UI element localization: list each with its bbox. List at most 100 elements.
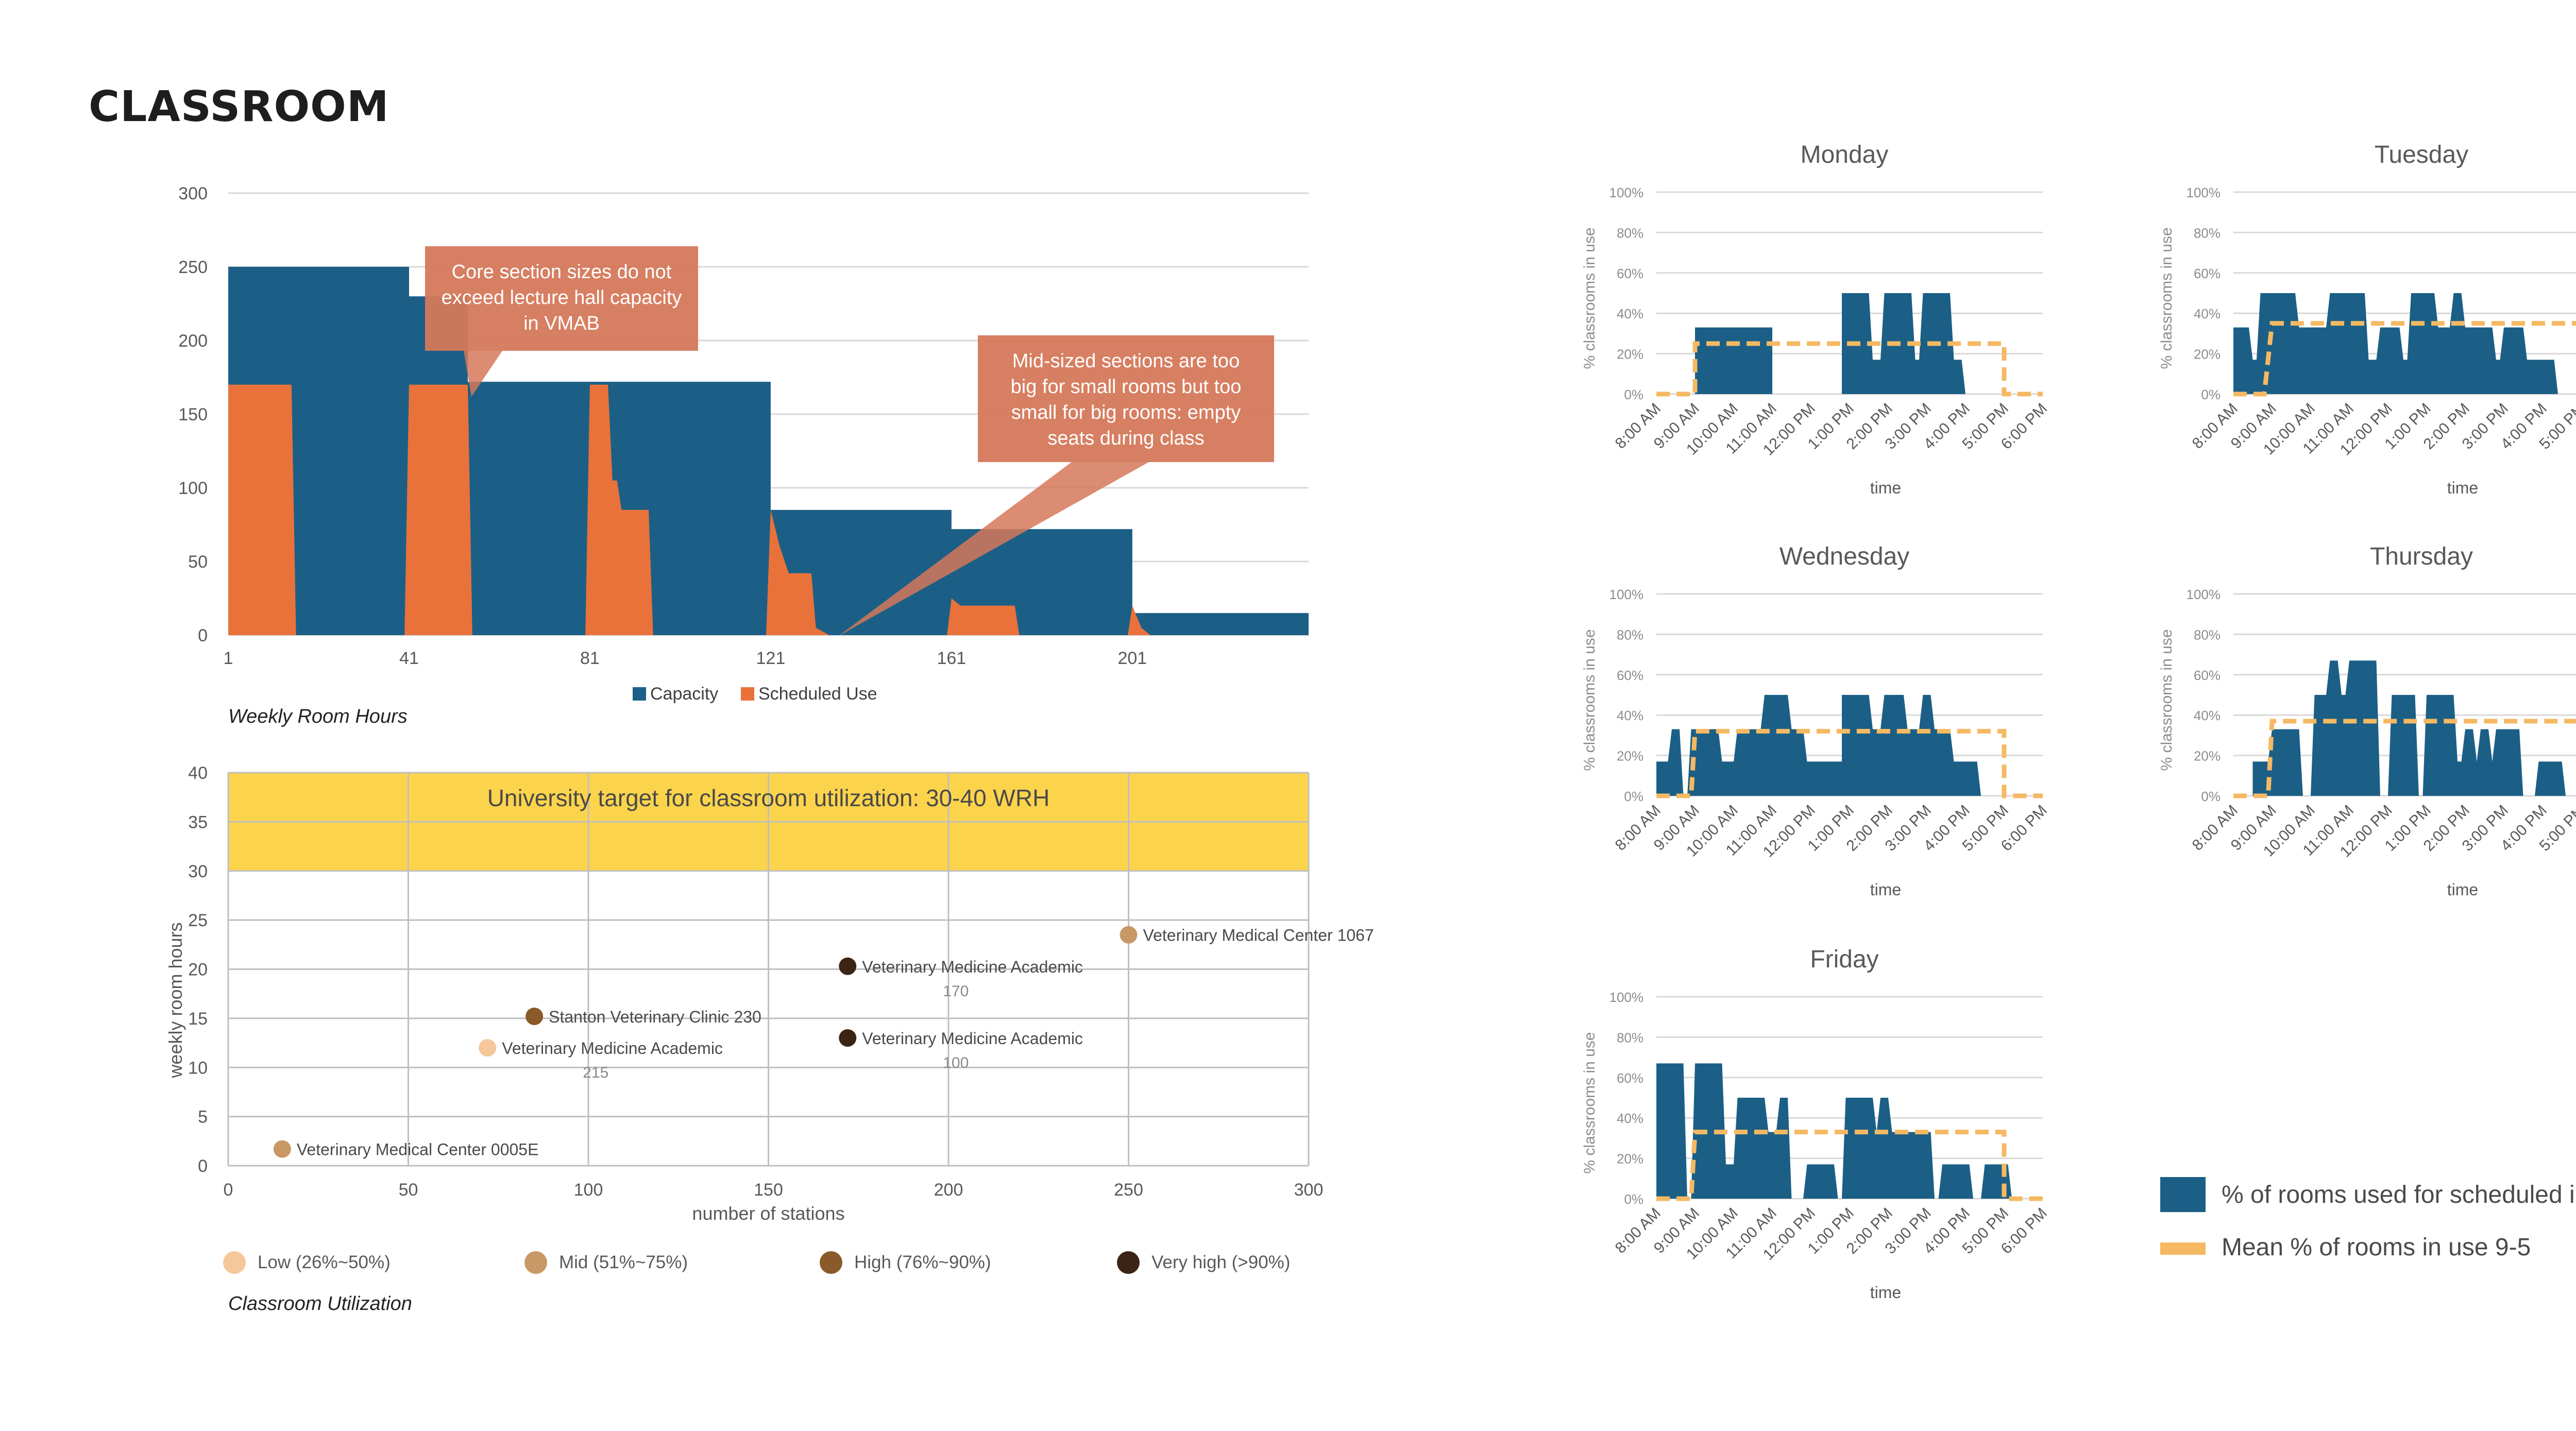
legend-label: Scheduled Use (758, 684, 877, 704)
chart-title: Thursday (2370, 543, 2473, 570)
callout-box (978, 335, 1274, 462)
y-tick-label: 15 (188, 1009, 208, 1029)
callout-line: small for big rooms: empty (1011, 402, 1241, 423)
y-tick-label: 150 (178, 405, 208, 424)
y-tick-label: 80% (2194, 627, 2221, 642)
chart-title: Tuesday (2375, 141, 2468, 168)
y-tick-label: 0% (2201, 789, 2221, 804)
legend-label: Mid (51%~75%) (559, 1252, 688, 1272)
callout-line: exceed lecture hall capacity (442, 287, 682, 309)
x-tick-label: 50 (399, 1180, 418, 1200)
y-tick-label: 0% (1624, 789, 1643, 804)
y-tick-label: 20% (1617, 1151, 1643, 1167)
y-tick-label: 100% (1609, 185, 1644, 200)
x-axis-label: time (1870, 880, 1901, 899)
callout-box (425, 246, 698, 351)
y-tick-label: 0 (198, 1156, 208, 1176)
y-tick-label: 40% (2194, 708, 2221, 723)
chart-title: Friday (1810, 946, 1878, 973)
callout-mid-sections: Mid-sized sections are too big for small … (838, 335, 1274, 636)
y-tick-label: 30 (188, 862, 208, 881)
point-label: Veterinary Medical Center 1067 (1143, 926, 1374, 945)
chart-title: Monday (1801, 141, 1889, 168)
legend-label: Low (26%~50%) (258, 1252, 391, 1272)
point-sublabel: 215 (583, 1064, 608, 1081)
utilization-legend: Low (26%~50%) Mid (51%~75%) High (76%~90%)… (223, 1251, 1290, 1274)
y-tick-label: 100% (2187, 185, 2221, 200)
y-axis-label: % classrooms in use (2158, 227, 2175, 369)
callout-text: Core section sizes do not exceed lecture … (442, 261, 682, 334)
x-tick-label: 161 (937, 649, 966, 668)
scatter-point (479, 1039, 497, 1057)
legend: Capacity Scheduled Use (633, 684, 877, 704)
y-tick-label: 60% (2194, 266, 2221, 281)
y-tick-label: 40% (1617, 708, 1643, 723)
y-tick-label: 20% (1617, 347, 1643, 362)
legend-swatch (633, 687, 646, 701)
y-axis-label: weekly room hours (165, 922, 186, 1078)
point-sublabel: 100 (943, 1054, 969, 1071)
callout-text: Mid-sized sections are too big for small … (1011, 350, 1242, 449)
capacity-area (228, 267, 1309, 635)
scheduled-instruction-area (2233, 293, 2576, 394)
legend-dot (223, 1251, 246, 1274)
legend-dot (820, 1251, 842, 1274)
scatter-point (1120, 926, 1138, 944)
y-tick-label: 100% (2187, 587, 2221, 602)
y-tick-label: 5 (198, 1108, 208, 1127)
callout-core-sections: Core section sizes do not exceed lecture … (425, 246, 698, 397)
legend-swatch (741, 687, 754, 701)
y-tick-label: 20% (2194, 748, 2221, 764)
y-tick-label: 0 (198, 626, 208, 645)
y-tick-label: 0% (1624, 387, 1643, 402)
page-title: CLASSROOM (89, 82, 389, 131)
x-axis-label: time (1870, 1283, 1901, 1302)
y-tick-label: 250 (178, 258, 208, 277)
scheduled-instruction-area (2233, 660, 2576, 796)
legend-dot (1117, 1251, 1140, 1274)
legend-label: Very high (>90%) (1151, 1252, 1290, 1272)
y-tick-label: 60% (2194, 668, 2221, 683)
y-axis-label: % classrooms in use (1581, 629, 1598, 771)
scatter-point (273, 1140, 291, 1158)
callout-line: Mid-sized sections are too (1012, 350, 1240, 372)
x-axis-label: time (2447, 479, 2478, 497)
chart-title: Wednesday (1780, 543, 1910, 570)
x-tick-label: 100 (574, 1180, 603, 1200)
classroom-utilization-chart: 0 5 10 15 20 25 30 35 40 0 50 100 150 200 250 300 Univer… (165, 763, 1374, 1315)
y-tick-label: 35 (188, 812, 208, 832)
x-tick-label: 250 (1114, 1180, 1143, 1200)
y-axis-label: % classrooms in use (2158, 629, 2175, 771)
x-tick-label: 81 (580, 649, 600, 668)
x-tick-label: 150 (754, 1180, 783, 1200)
y-tick-label: 100% (1609, 990, 1644, 1005)
y-tick-label: 40% (2194, 306, 2221, 321)
y-tick-label: 20 (188, 960, 208, 980)
y-tick-label: 40% (1617, 1111, 1643, 1126)
legend-dot (524, 1251, 547, 1274)
y-tick-label: 0% (1624, 1191, 1643, 1207)
y-tick-label: 300 (178, 184, 208, 203)
legend-label-mean: Mean % of rooms in use 9-5 (2222, 1234, 2531, 1261)
scheduled-instruction-area (1656, 1063, 2043, 1199)
y-tick-label: 25 (188, 911, 208, 930)
x-tick-label: 0 (224, 1180, 233, 1200)
mean-use-line (1656, 1130, 2043, 1201)
mean-use-line (2233, 719, 2576, 798)
x-tick-label: 200 (934, 1180, 963, 1200)
legend-label-scheduled: % of rooms used for scheduled instructio… (2222, 1181, 2576, 1208)
scatter-point (526, 1008, 544, 1026)
y-tick-label: 100 (178, 479, 208, 498)
y-tick-label: 80% (1617, 225, 1643, 241)
x-axis-label: time (1870, 479, 1901, 497)
y-tick-label: 50 (188, 552, 208, 572)
chart-title: Classroom Utilization (228, 1293, 412, 1315)
y-tick-label: 60% (1617, 1070, 1643, 1086)
callout-pointer (838, 462, 1149, 636)
mean-use-line (1656, 341, 2043, 397)
